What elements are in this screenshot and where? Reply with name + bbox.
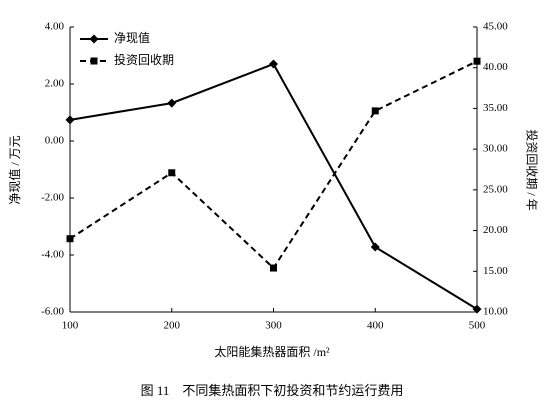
data-point xyxy=(371,107,379,115)
data-point xyxy=(270,264,277,272)
y2-tick-label: 40.00 xyxy=(483,61,508,73)
y2-tick-label: 25.00 xyxy=(483,183,508,195)
y-tick-label: -6.00 xyxy=(41,306,64,318)
y-axis-title: 净现值 / 万元 xyxy=(7,135,22,204)
x-tick-label: 500 xyxy=(469,320,486,332)
data-point xyxy=(370,242,380,252)
y-tick-label: 4.00 xyxy=(45,21,65,33)
y2-tick-label: 45.00 xyxy=(483,21,508,33)
y-tick-label: 2.00 xyxy=(45,78,65,90)
x-tick-label: 100 xyxy=(62,320,79,332)
legend-marker xyxy=(90,57,98,65)
data-point xyxy=(167,98,177,108)
legend-label: 投资回收期 xyxy=(114,52,174,67)
series-line xyxy=(69,62,478,311)
y2-tick-label: 15.00 xyxy=(483,265,508,277)
x-tick-label: 300 xyxy=(265,320,282,332)
y2-tick-label: 30.00 xyxy=(483,143,508,155)
y-tick-label: -4.00 xyxy=(41,249,64,261)
data-point xyxy=(269,59,278,69)
legend-label: 净现值 xyxy=(114,30,150,45)
data-point xyxy=(168,169,176,177)
x-tick-label: 200 xyxy=(164,320,181,332)
x-tick-label: 400 xyxy=(367,320,384,332)
data-point xyxy=(473,57,481,65)
y2-axis-title: 投资回收期 / 年 xyxy=(524,129,539,210)
y-tick-label: 0.00 xyxy=(45,135,65,147)
y2-tick-label: 10.00 xyxy=(483,306,508,318)
y2-tick-label: 20.00 xyxy=(483,224,508,236)
data-point xyxy=(472,304,482,314)
x-axis-title: 太阳能集热器面积 /m² xyxy=(214,344,330,359)
y2-tick-label: 35.00 xyxy=(483,102,508,114)
y-tick-label: -2.00 xyxy=(41,192,64,204)
caption: 图 11 不同集热面积下初投资和节约运行费用 xyxy=(141,383,404,398)
series-line xyxy=(69,60,478,270)
data-point xyxy=(65,115,75,125)
data-point xyxy=(66,235,74,243)
legend-marker xyxy=(89,34,99,44)
